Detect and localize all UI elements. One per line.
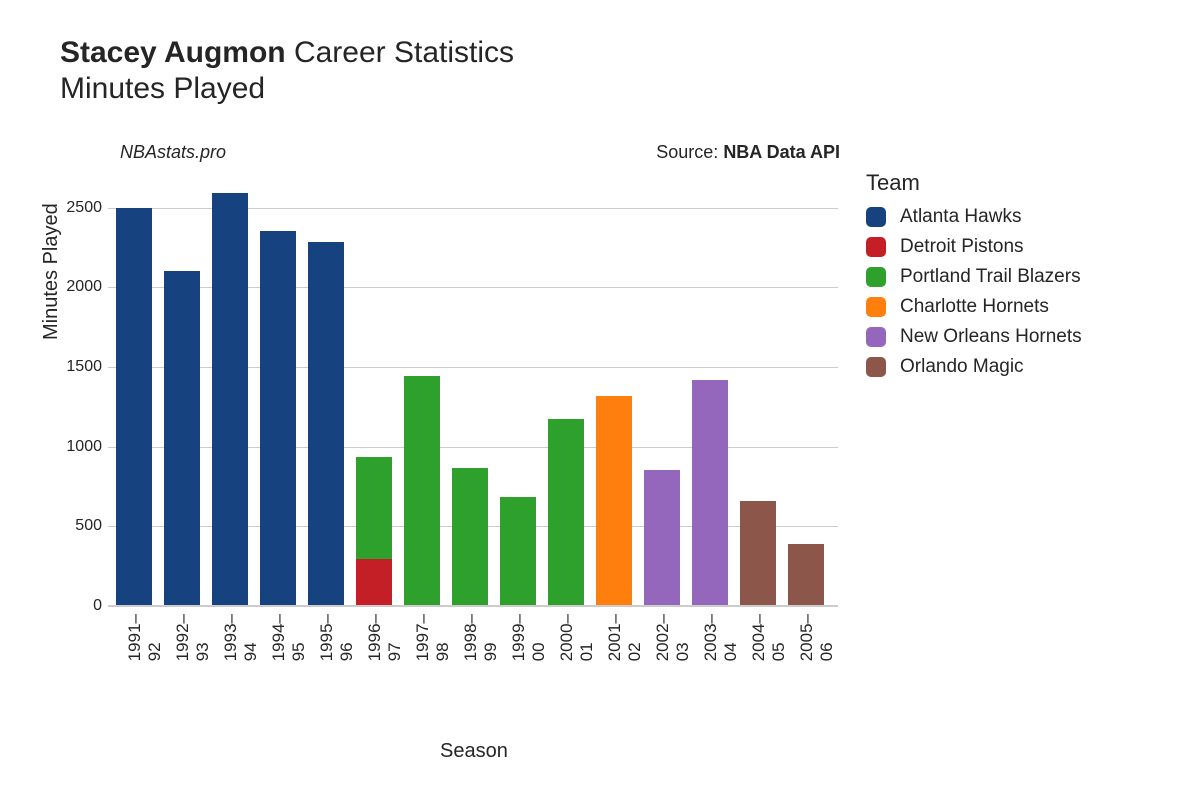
x-tick-label: 2001–02 [605,614,645,661]
credits-row: NBAstats.pro Source: NBA Data API [120,142,840,163]
legend-swatch [866,327,886,347]
bar-segment [356,559,392,605]
bar-column [500,497,536,605]
bar-column [260,231,296,605]
x-tick-label: 1999–00 [509,614,549,661]
bar-column [596,396,632,605]
legend-label: Orlando Magic [900,356,1024,378]
bar-column [116,208,152,605]
bar-column [404,376,440,605]
source-prefix: Source: [656,142,723,162]
bar-column [356,457,392,605]
x-tick-label: 1998–99 [461,614,501,661]
bar-segment [500,497,536,605]
x-tick-label: 1994–95 [269,614,309,661]
x-tick-label: 1993–94 [221,614,261,661]
bar-segment [164,271,200,605]
legend-swatch [866,237,886,257]
chart-title-line1: Stacey Augmon Career Statistics [60,36,1200,70]
bar-segment [308,242,344,605]
source-credit: Source: NBA Data API [656,142,840,163]
x-tick-label: 1996–97 [365,614,405,661]
x-tick-label: 2003–04 [701,614,741,661]
bar-column [548,419,584,605]
bar-column [692,380,728,605]
y-axis-title: Minutes Played [40,203,63,340]
player-name: Stacey Augmon [60,36,286,69]
x-tick-label: 1995–96 [317,614,357,661]
bar-column [164,271,200,605]
bar-segment [740,501,776,605]
legend-label: Charlotte Hornets [900,296,1049,318]
x-tick-label: 1997–98 [413,614,453,661]
legend-swatch [866,267,886,287]
x-tick-label: 2000–01 [557,614,597,661]
legend-item: Detroit Pistons [866,236,1082,258]
x-tick-label: 2005–06 [797,614,837,661]
y-tick-label: 0 [58,597,102,615]
bar-segment [644,470,680,605]
bar-segment [692,380,728,605]
x-tick-label: 1992–93 [173,614,213,661]
source-name: NBA Data API [723,142,840,162]
y-tick-label: 1000 [58,438,102,456]
y-tick-label: 2500 [58,199,102,217]
legend-item: Orlando Magic [866,356,1082,378]
legend-swatch [866,297,886,317]
bar-segment [212,193,248,605]
bar-column [212,193,248,605]
bar-segment [548,419,584,605]
x-tick-label: 1991–92 [125,614,165,661]
plot: 050010001500200025001991–921992–931993–9… [108,176,838,606]
bar-column [308,242,344,605]
bar-column [740,501,776,605]
bar-segment [788,544,824,605]
legend-title: Team [866,170,1082,196]
x-tick-label: 2004–05 [749,614,789,661]
legend-label: Portland Trail Blazers [900,266,1081,288]
bar-column [788,544,824,605]
bar-segment [260,231,296,605]
chart-subtitle: Minutes Played [60,72,1200,106]
bar-segment [452,468,488,605]
legend-items: Atlanta Hawks Detroit Pistons Portland Tra… [866,206,1082,378]
x-tick-label: 2002–03 [653,614,693,661]
bar-segment [404,376,440,605]
y-tick-label: 1500 [58,358,102,376]
chart-plot-area: 050010001500200025001991–921992–931993–9… [108,176,838,606]
bar-column [644,470,680,605]
legend: Team Atlanta Hawks Detroit Pistons Portlan… [866,170,1082,386]
x-axis-title: Season [440,740,508,763]
legend-swatch [866,357,886,377]
legend-item: Atlanta Hawks [866,206,1082,228]
y-tick-label: 2000 [58,278,102,296]
legend-swatch [866,207,886,227]
bar-segment [116,208,152,605]
legend-item: New Orleans Hornets [866,326,1082,348]
legend-item: Portland Trail Blazers [866,266,1082,288]
bar-segment [356,457,392,559]
legend-label: Atlanta Hawks [900,206,1021,228]
bar-column [452,468,488,605]
legend-label: New Orleans Hornets [900,326,1082,348]
bar-segment [596,396,632,605]
legend-item: Charlotte Hornets [866,296,1082,318]
title-suffix: Career Statistics [294,36,514,69]
legend-label: Detroit Pistons [900,236,1024,258]
gridline [108,606,838,607]
chart-title-block: Stacey Augmon Career Statistics Minutes … [0,0,1200,106]
y-tick-label: 500 [58,517,102,535]
site-credit: NBAstats.pro [120,142,226,163]
